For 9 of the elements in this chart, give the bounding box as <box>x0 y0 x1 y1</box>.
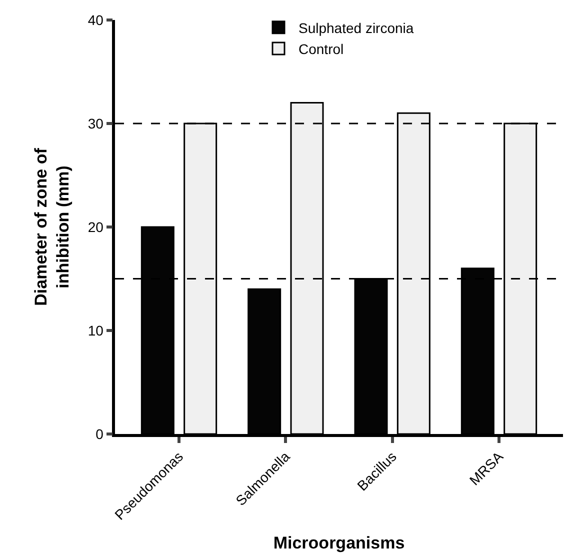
legend-label: Sulphated zirconia <box>298 20 414 36</box>
y-axis-title: Diameter of zone of inhibition (mm) <box>31 148 72 306</box>
legend-label: Control <box>298 40 344 57</box>
y-tick-label: 0 <box>96 426 104 442</box>
y-tick-label: 30 <box>88 115 104 132</box>
x-axis-title: Microorganisms <box>273 533 405 552</box>
y-tick-label: 10 <box>88 322 104 338</box>
y-tick-label: 40 <box>88 12 104 28</box>
y-tick-label: 20 <box>88 218 104 235</box>
